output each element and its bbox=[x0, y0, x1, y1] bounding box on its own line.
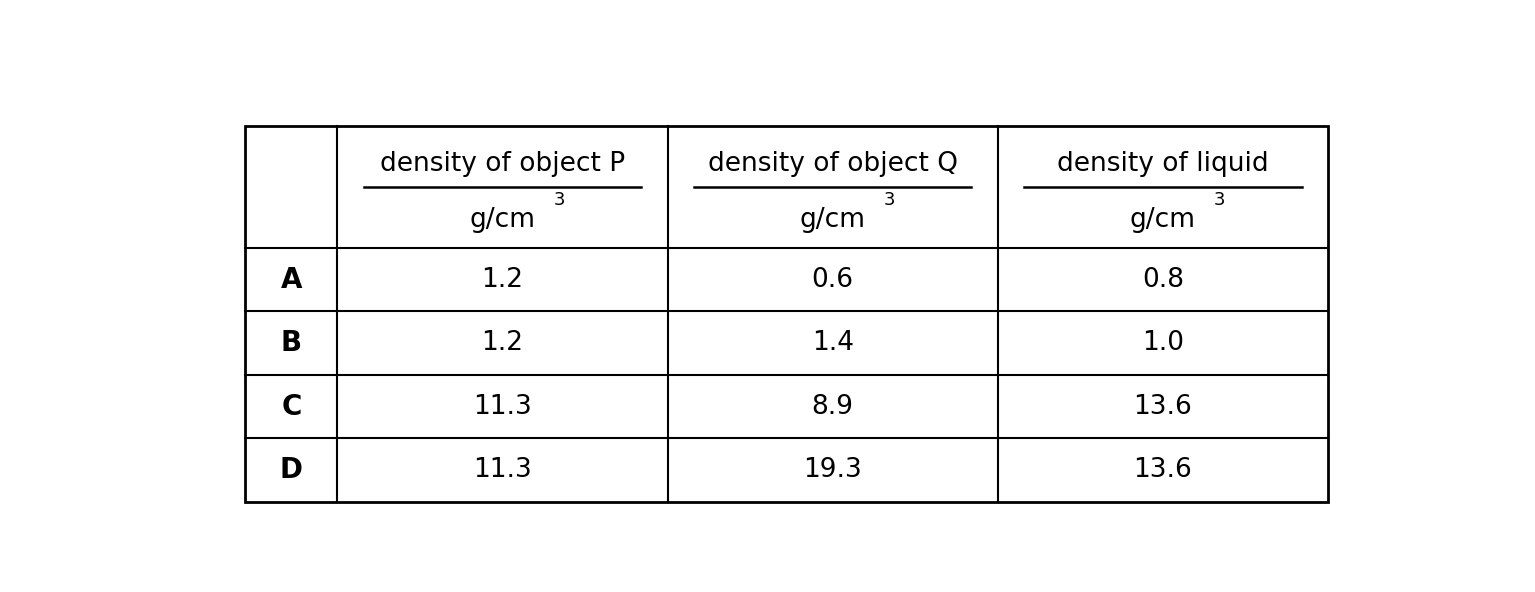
Text: C: C bbox=[281, 392, 301, 421]
Text: D: D bbox=[279, 456, 302, 484]
Text: 11.3: 11.3 bbox=[473, 394, 533, 420]
Text: g/cm: g/cm bbox=[800, 207, 866, 233]
Text: 3: 3 bbox=[554, 191, 565, 209]
Text: density of object P: density of object P bbox=[381, 151, 625, 177]
Text: 13.6: 13.6 bbox=[1133, 394, 1193, 420]
Text: density of liquid: density of liquid bbox=[1058, 151, 1269, 177]
Text: 3: 3 bbox=[884, 191, 895, 209]
Text: 1.2: 1.2 bbox=[482, 266, 523, 292]
Text: 0.6: 0.6 bbox=[812, 266, 853, 292]
Text: 11.3: 11.3 bbox=[473, 457, 533, 483]
Text: g/cm: g/cm bbox=[1130, 207, 1196, 233]
Text: 3: 3 bbox=[1214, 191, 1225, 209]
Bar bbox=[246, 126, 1328, 502]
Text: density of object Q: density of object Q bbox=[708, 151, 958, 177]
Text: 8.9: 8.9 bbox=[812, 394, 853, 420]
Text: 1.0: 1.0 bbox=[1142, 330, 1183, 356]
Text: 1.4: 1.4 bbox=[812, 330, 853, 356]
Text: B: B bbox=[281, 329, 302, 357]
Text: 13.6: 13.6 bbox=[1133, 457, 1193, 483]
Text: g/cm: g/cm bbox=[470, 207, 536, 233]
Text: 19.3: 19.3 bbox=[803, 457, 863, 483]
Text: A: A bbox=[281, 266, 302, 294]
Text: 0.8: 0.8 bbox=[1142, 266, 1183, 292]
Text: 1.2: 1.2 bbox=[482, 330, 523, 356]
